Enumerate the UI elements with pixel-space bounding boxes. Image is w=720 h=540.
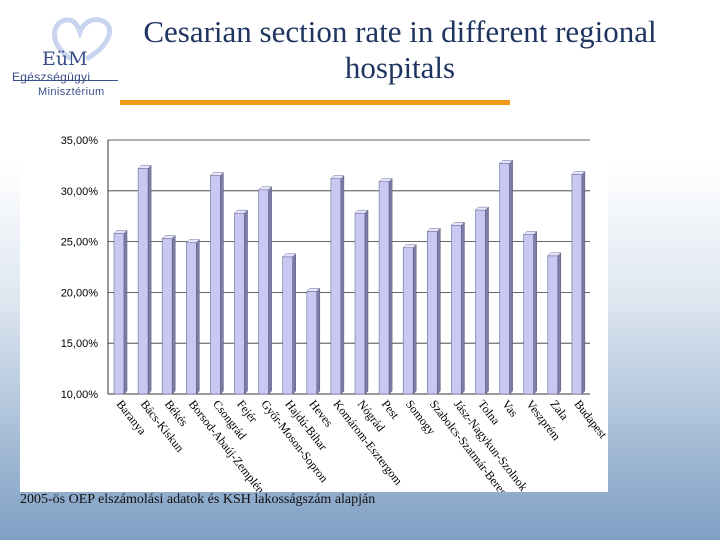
y-tick-label: 10,00% (61, 389, 99, 401)
bar-top (523, 231, 538, 235)
heart-logo-icon (52, 17, 112, 61)
ministry-logo: EüM Egészségügyi Minisztérium (8, 14, 138, 100)
bar-side (437, 227, 441, 395)
bar (547, 255, 559, 395)
bar-side (292, 253, 296, 395)
bar-top (113, 230, 128, 234)
x-tick-label: Budapest (572, 397, 608, 441)
logo-divider (14, 80, 118, 81)
bar (378, 181, 390, 395)
bar (475, 209, 486, 395)
x-tick-label: Vas (499, 397, 521, 420)
bar-side (485, 206, 489, 395)
bar (330, 178, 342, 395)
y-tick-label: 20,00% (61, 287, 99, 299)
bar-top (547, 252, 562, 257)
bar (402, 247, 414, 395)
bar (354, 212, 366, 395)
bar-top (257, 186, 273, 191)
bar-chart: 10,00%15,00%20,00%25,00%30,00%35,00%Bara… (61, 135, 608, 492)
bar-side (581, 170, 586, 395)
bar-top (426, 228, 441, 232)
title-underline (120, 100, 510, 105)
bar (306, 291, 318, 395)
logo-brand-text: EüM (42, 48, 88, 70)
bar-side (509, 159, 513, 395)
bar-side (268, 186, 272, 395)
y-tick-label: 15,00% (61, 338, 99, 350)
bar-side (147, 164, 152, 395)
bar-side (196, 239, 200, 395)
bar-top (306, 288, 321, 292)
bar-top (233, 209, 249, 214)
bar-side (316, 287, 321, 395)
bar (113, 233, 125, 395)
bar-side (171, 234, 176, 395)
y-tick-label: 25,00% (61, 237, 99, 249)
bar (258, 189, 269, 395)
bar-side (220, 171, 224, 395)
slide-title: Cesarian section rate in different regio… (143, 14, 657, 85)
bar-side (123, 229, 128, 395)
bar (571, 174, 583, 395)
bar-top (330, 175, 345, 179)
y-tick-label: 35,00% (61, 135, 99, 147)
bar-top (378, 178, 393, 182)
bar-side (412, 244, 417, 395)
bar-top (402, 244, 417, 248)
bar-top (137, 165, 152, 169)
bar-side (244, 209, 248, 395)
bar (451, 225, 462, 395)
bar (137, 168, 149, 395)
bar-side (533, 230, 537, 395)
bar (426, 231, 438, 395)
bar (234, 212, 245, 395)
bar-top (185, 239, 200, 243)
bar-top (450, 222, 466, 226)
bar-side (461, 221, 465, 395)
bar-top (571, 171, 586, 175)
chart-panel: 10,00% 15,00% 20,00% 25,00% 30,00% 35,00% Bara… (20, 130, 608, 492)
logo-ministry-line2: Minisztérium (38, 86, 105, 98)
bar-top (282, 253, 297, 258)
bar-top (161, 235, 176, 239)
bar (499, 163, 510, 395)
bar (282, 256, 294, 395)
bar-top (354, 209, 369, 214)
bar-top (498, 160, 514, 164)
bar (186, 242, 197, 395)
bar-side (388, 178, 393, 395)
bar (210, 175, 221, 395)
bar-top (209, 172, 225, 176)
y-tick-label: 30,00% (61, 186, 99, 198)
bar (523, 234, 535, 395)
bar-side (364, 209, 369, 395)
logo-ministry-line1: Egészségügyi (12, 70, 91, 84)
bar (161, 238, 173, 395)
source-note: 2005-ös OEP elszámolási adatok és KSH la… (20, 492, 376, 507)
bar-side (557, 252, 562, 395)
bar-top (474, 206, 490, 211)
bar-side (340, 175, 345, 395)
